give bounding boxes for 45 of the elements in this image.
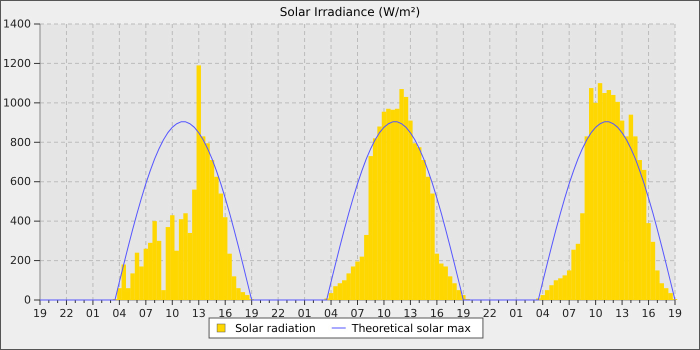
bar	[183, 213, 188, 300]
y-tick-label: 600	[10, 175, 31, 188]
x-tick-label: 22	[482, 306, 497, 320]
x-tick-label: 22	[271, 306, 286, 320]
y-tick-label: 1200	[3, 56, 31, 70]
bar	[382, 112, 386, 300]
x-tick-label: 10	[165, 306, 180, 320]
bar	[598, 83, 602, 300]
x-tick-label: 19	[456, 306, 470, 320]
x-tick-label: 10	[588, 306, 603, 320]
x-tick-label: 10	[376, 306, 391, 320]
bar	[386, 108, 391, 300]
y-tick-label: 0	[24, 294, 31, 307]
y-tick-label: 1000	[3, 96, 31, 110]
y-tick-label: 800	[10, 136, 31, 149]
x-tick-label: 13	[403, 306, 418, 320]
legend-label: Theoretical solar max	[350, 322, 472, 335]
x-tick-label: 16	[642, 306, 656, 320]
x-tick-label: 07	[138, 306, 153, 320]
x-tick-label: 04	[112, 306, 126, 320]
bar	[134, 252, 140, 300]
x-tick-label: 19	[244, 306, 259, 320]
bar	[333, 286, 338, 300]
chart-title: Solar Irradiance (W/m²)	[280, 5, 420, 19]
x-tick-label: 16	[218, 306, 232, 320]
y-tick-label: 200	[10, 254, 31, 268]
y-tick-label: 400	[10, 214, 31, 228]
x-tick-label: 19	[33, 306, 47, 320]
x-tick-label: 07	[562, 306, 576, 320]
legend-label: Solar radiation	[235, 322, 316, 335]
bar	[554, 280, 558, 300]
x-tick-label: 22	[59, 306, 74, 320]
x-tick-label: 01	[298, 306, 312, 320]
x-tick-label: 13	[615, 306, 630, 320]
x-tick-label: 13	[192, 306, 206, 320]
x-tick-label: 16	[430, 306, 444, 320]
x-tick-label: 01	[509, 306, 524, 320]
bar	[628, 114, 634, 300]
bar	[399, 89, 404, 300]
x-tick-label: 04	[536, 306, 550, 320]
y-tick-label: 1400	[3, 18, 31, 31]
x-tick-label: 01	[86, 306, 100, 320]
x-tick-label: 19	[668, 306, 682, 320]
x-tick-label: 07	[350, 306, 364, 320]
x-tick-label: 04	[324, 306, 338, 320]
